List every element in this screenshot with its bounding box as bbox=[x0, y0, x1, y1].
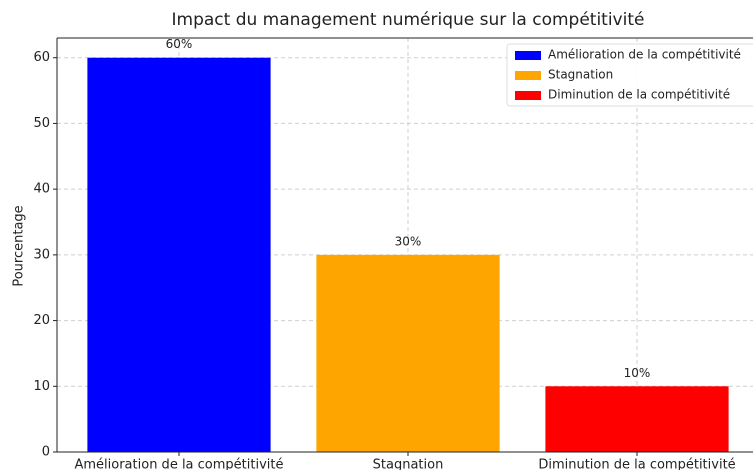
legend-swatch bbox=[515, 91, 541, 100]
bar bbox=[87, 57, 271, 452]
y-axis-label: Pourcentage bbox=[12, 205, 27, 286]
legend-swatch bbox=[515, 71, 541, 80]
legend-label: Amélioration de la compétitivité bbox=[548, 48, 741, 62]
y-tick-label: 50 bbox=[33, 116, 50, 131]
y-tick-label: 0 bbox=[42, 445, 50, 460]
x-tick-label: Diminution de la compétitivité bbox=[538, 458, 735, 470]
y-tick-label: 40 bbox=[33, 182, 50, 197]
y-tick-label: 30 bbox=[33, 247, 50, 262]
y-tick-label: 60 bbox=[33, 50, 50, 65]
bar bbox=[316, 254, 500, 452]
legend-label: Stagnation bbox=[548, 68, 613, 82]
bar bbox=[545, 386, 729, 452]
value-label: 60% bbox=[166, 37, 193, 51]
x-tick-label: Stagnation bbox=[373, 458, 444, 470]
value-label: 10% bbox=[624, 366, 651, 380]
y-tick-label: 10 bbox=[33, 379, 50, 394]
legend-swatch bbox=[515, 51, 541, 60]
y-tick-label: 20 bbox=[33, 313, 50, 328]
chart-title: Impact du management numérique sur la co… bbox=[172, 10, 645, 30]
legend-label: Diminution de la compétitivité bbox=[548, 88, 730, 102]
x-tick-label: Amélioration de la compétitivité bbox=[74, 458, 283, 470]
legend-box bbox=[506, 43, 753, 107]
value-label: 30% bbox=[395, 234, 422, 248]
